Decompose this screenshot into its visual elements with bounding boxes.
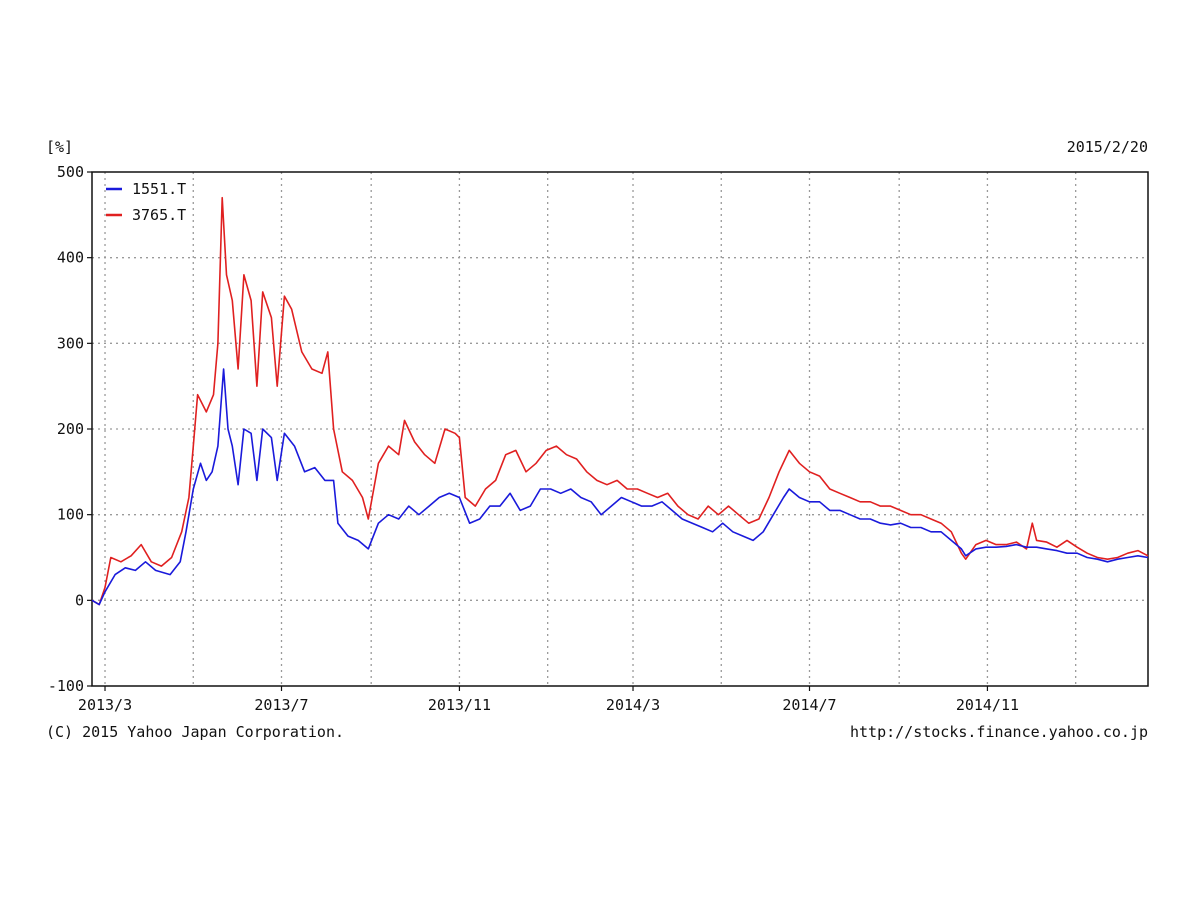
y-unit-label: [%] bbox=[46, 138, 73, 156]
chart-date: 2015/2/20 bbox=[1067, 138, 1148, 156]
y-tick-label: 500 bbox=[57, 163, 84, 181]
x-tick-label: 2013/7 bbox=[254, 696, 308, 714]
legend: 1551.T 3765.T bbox=[106, 180, 186, 224]
grid bbox=[92, 172, 1148, 686]
x-tick-label: 2013/3 bbox=[78, 696, 132, 714]
y-tick-label: 0 bbox=[75, 591, 84, 609]
series-lines bbox=[91, 196, 1149, 606]
series-line-3765-T bbox=[91, 196, 1149, 606]
x-tick-label: 2014/11 bbox=[956, 696, 1019, 714]
y-axis-ticks: -100 0 100 200 300 400 500 bbox=[48, 163, 92, 695]
y-tick-label: 300 bbox=[57, 334, 84, 352]
x-tick-label: 2014/3 bbox=[606, 696, 660, 714]
series-line-1551-T bbox=[91, 368, 1149, 606]
x-tick-label: 2014/7 bbox=[782, 696, 836, 714]
y-tick-label: 200 bbox=[57, 420, 84, 438]
legend-label: 1551.T bbox=[132, 180, 186, 198]
x-tick-label: 2013/11 bbox=[428, 696, 491, 714]
copyright-text: (C) 2015 Yahoo Japan Corporation. bbox=[46, 723, 344, 741]
y-tick-label: -100 bbox=[48, 677, 84, 695]
source-url[interactable]: http://stocks.finance.yahoo.co.jp bbox=[850, 723, 1148, 741]
y-tick-label: 400 bbox=[57, 249, 84, 267]
x-axis-ticks: 2013/3 2013/7 2013/11 2014/3 2014/7 2014/11 bbox=[78, 686, 1019, 714]
legend-label: 3765.T bbox=[132, 206, 186, 224]
y-tick-label: 100 bbox=[57, 506, 84, 524]
